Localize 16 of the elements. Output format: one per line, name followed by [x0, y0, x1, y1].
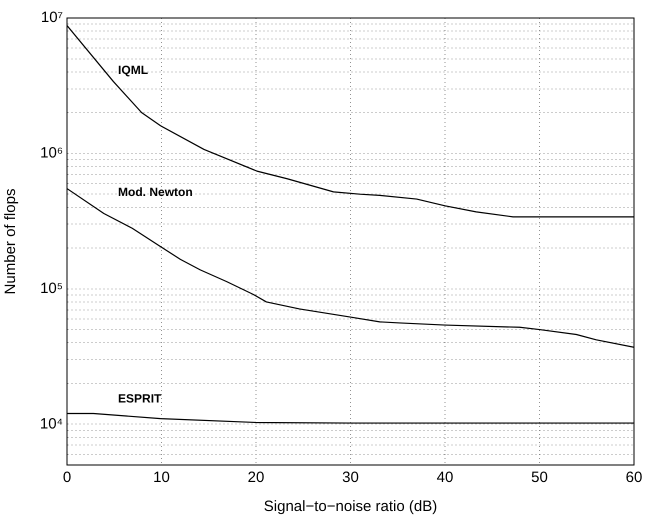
- y-tick-label: 10⁵: [40, 280, 63, 297]
- y-tick-label: 10⁷: [40, 9, 63, 26]
- x-tick-label: 10: [153, 469, 170, 486]
- x-tick-label: 40: [436, 469, 454, 486]
- y-axis-title: Number of flops: [2, 188, 20, 294]
- series-label: ESPRIT: [118, 392, 162, 406]
- series-label: Mod. Newton: [118, 185, 193, 200]
- x-tick-label: 60: [626, 469, 642, 486]
- y-tick-label: 10⁶: [40, 144, 63, 162]
- x-tick-label: 30: [342, 469, 359, 486]
- x-tick-label: 50: [531, 469, 548, 486]
- x-tick-label: 20: [248, 469, 264, 486]
- y-tick-label: 10⁴: [40, 415, 63, 432]
- series-label: IQML: [118, 62, 148, 77]
- x-tick-label: 0: [62, 469, 72, 486]
- x-axis-title: Signal−to−noise ratio (dB): [264, 498, 438, 516]
